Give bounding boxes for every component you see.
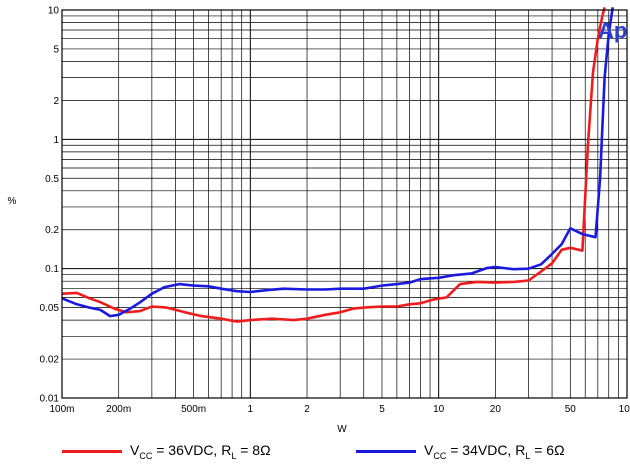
ap-logo: Ap [598, 18, 627, 43]
y-tick-label: 0.01 [40, 394, 60, 405]
grid-lines [61, 10, 627, 399]
legend-label-series-2: VCC = 34VDC, RL = 6Ω [424, 441, 565, 461]
x-tick-label: 200m [106, 404, 131, 415]
y-tick-label: 2 [53, 96, 59, 107]
x-axis-label: W [337, 424, 347, 435]
legend-entry-series-1: VCC = 36VDC, RL = 8Ω [62, 441, 271, 461]
y-tick-label: 0.2 [45, 225, 59, 236]
series-line-1 [61, 6, 606, 323]
x-tick-label: 5 [379, 404, 385, 415]
plot-border [61, 9, 628, 399]
y-tick-label: 5 [53, 44, 59, 55]
series-line-2 [61, 7, 614, 318]
x-tick-label: 100m [49, 404, 74, 415]
legend-swatch-series-1 [62, 449, 122, 453]
x-tick-label: 500m [181, 404, 206, 415]
x-tick-labels: 100m 200m 500m 1 2 5 10 20 50 100 [49, 404, 630, 415]
legend-label-series-1: VCC = 36VDC, RL = 8Ω [130, 441, 271, 461]
x-tick-label: 10 [433, 404, 445, 415]
y-axis-label: % [8, 196, 17, 207]
x-tick-label: 100 [619, 404, 630, 415]
y-tick-labels: 0.01 0.02 0.05 0.1 0.2 0.5 1 2 5 10 [40, 6, 60, 405]
x-tick-label: 1 [248, 404, 254, 415]
y-tick-label: 0.1 [45, 264, 59, 275]
legend-swatch-series-2 [356, 449, 416, 453]
legend-entry-series-2: VCC = 34VDC, RL = 6Ω [356, 441, 565, 461]
plot-frame [61, 9, 628, 399]
y-tick-label: 0.02 [40, 355, 60, 366]
x-tick-label: 20 [490, 404, 502, 415]
x-tick-label: 50 [565, 404, 577, 415]
y-tick-label: 0.05 [40, 303, 60, 314]
y-tick-label: 10 [48, 6, 60, 17]
y-tick-label: 1 [53, 135, 59, 146]
series-lines [61, 6, 614, 323]
y-tick-label: 0.5 [45, 174, 59, 185]
x-tick-label: 2 [304, 404, 310, 415]
